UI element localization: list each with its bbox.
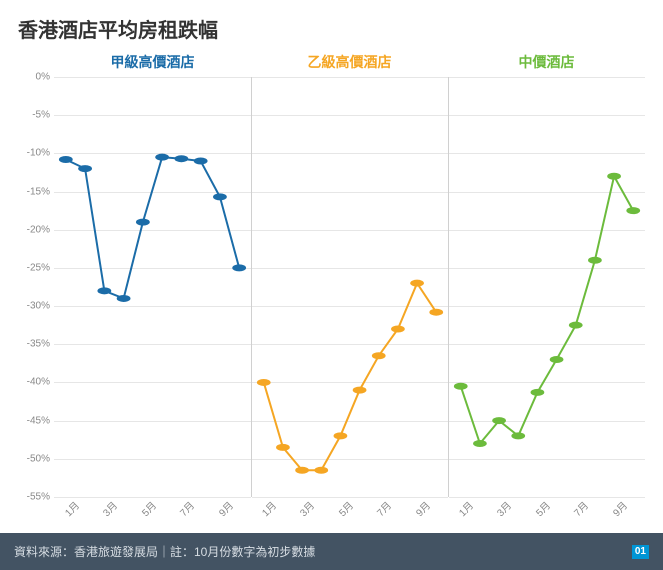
- y-tick-label: -40%: [27, 377, 50, 388]
- data-point: [353, 387, 367, 394]
- x-tick-label: 1月: [257, 497, 279, 519]
- y-tick-label: -10%: [27, 148, 50, 159]
- x-tick-label: 7月: [570, 497, 592, 519]
- data-point: [232, 264, 246, 271]
- data-point: [295, 467, 309, 474]
- series-svg: [54, 77, 251, 497]
- data-point: [391, 326, 405, 333]
- data-point: [59, 156, 73, 163]
- x-axis: 1月 3月 5月 7月 9月: [448, 497, 645, 527]
- x-tick-label: 1月: [60, 497, 82, 519]
- plot-area: [54, 77, 251, 497]
- y-tick-label: -35%: [27, 339, 50, 350]
- y-tick-label: -55%: [27, 492, 50, 503]
- data-point: [473, 440, 487, 447]
- x-tick-label: 9月: [608, 497, 630, 519]
- x-tick-label: 9月: [214, 497, 236, 519]
- data-point: [276, 444, 290, 451]
- series-svg: [252, 77, 448, 497]
- data-point: [213, 193, 227, 200]
- x-tick-label: 1月: [454, 497, 476, 519]
- plot-area: [448, 77, 645, 497]
- data-point: [569, 322, 583, 329]
- x-tick-label: 7月: [373, 497, 395, 519]
- data-point: [626, 207, 640, 214]
- x-tick-label: 3月: [99, 497, 121, 519]
- data-point: [372, 352, 386, 359]
- y-tick-label: -45%: [27, 415, 50, 426]
- y-axis: 0% -5% -10% -15% -20% -25% -30% -35% -40% -45% -50…: [18, 53, 54, 527]
- data-point: [511, 432, 525, 439]
- data-point: [334, 432, 348, 439]
- data-point: [314, 467, 328, 474]
- y-tick-label: -5%: [32, 110, 50, 121]
- y-tick-label: 0%: [36, 72, 50, 83]
- subplot: 中價酒店 1月 3月 5月 7月 9月: [448, 53, 645, 527]
- data-point: [429, 309, 443, 316]
- subplot-title: 乙級高價酒店: [251, 53, 448, 77]
- y-tick-label: -50%: [27, 453, 50, 464]
- x-tick-label: 3月: [296, 497, 318, 519]
- data-point: [257, 379, 271, 386]
- y-tick-label: -15%: [27, 186, 50, 197]
- data-point: [454, 383, 468, 390]
- x-tick-label: 3月: [493, 497, 515, 519]
- plot-area: [251, 77, 448, 497]
- subplot: 甲級高價酒店 1月 3月 5月 7月 9月: [54, 53, 251, 527]
- x-tick-label: 7月: [176, 497, 198, 519]
- series-svg: [449, 77, 645, 497]
- data-point: [607, 173, 621, 180]
- x-tick-label: 9月: [411, 497, 433, 519]
- line-path: [66, 157, 239, 298]
- chart-footer: 資料來源：香港旅遊發展局｜註：10月份數字為初步數據 01: [0, 533, 663, 570]
- data-point: [97, 287, 111, 294]
- x-tick-label: 5月: [334, 497, 356, 519]
- y-tick-label: -30%: [27, 301, 50, 312]
- subplot-title: 甲級高價酒店: [54, 53, 251, 77]
- subplot-title: 中價酒店: [448, 53, 645, 77]
- footer-text: 資料來源：香港旅遊發展局｜註：10月份數字為初步數據: [14, 543, 315, 560]
- source-logo-icon: 01: [632, 545, 649, 559]
- x-tick-label: 5月: [531, 497, 553, 519]
- chart-container: 香港酒店平均房租跌幅 0% -5% -10% -15% -20% -25% -30% -35%…: [0, 0, 663, 527]
- data-point: [174, 155, 188, 162]
- x-axis: 1月 3月 5月 7月 9月: [251, 497, 448, 527]
- data-point: [194, 158, 208, 165]
- y-tick-label: -25%: [27, 262, 50, 273]
- data-point: [136, 219, 150, 226]
- chart-title: 香港酒店平均房租跌幅: [18, 14, 645, 43]
- data-point: [531, 389, 545, 396]
- data-point: [78, 165, 92, 172]
- x-axis: 1月 3月 5月 7月 9月: [54, 497, 251, 527]
- data-point: [117, 295, 131, 302]
- subplot: 乙級高價酒店 1月 3月 5月 7月 9月: [251, 53, 448, 527]
- data-point: [588, 257, 602, 264]
- data-point: [410, 280, 424, 287]
- line-path: [264, 283, 436, 470]
- x-tick-label: 5月: [137, 497, 159, 519]
- data-point: [155, 154, 169, 161]
- y-tick-label: -20%: [27, 224, 50, 235]
- line-path: [461, 176, 633, 443]
- data-point: [492, 417, 506, 424]
- data-point: [550, 356, 564, 363]
- charts-row: 0% -5% -10% -15% -20% -25% -30% -35% -40% -45% -50…: [18, 53, 645, 527]
